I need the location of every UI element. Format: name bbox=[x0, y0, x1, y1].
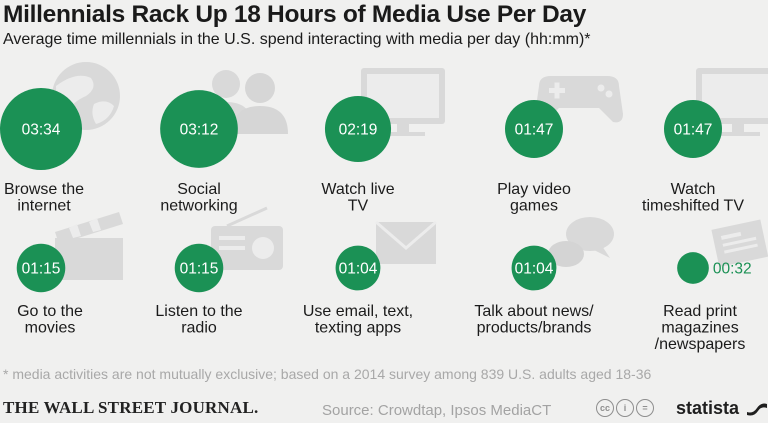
category-label-line: networking bbox=[160, 198, 237, 215]
value-label: 00:32 bbox=[713, 261, 752, 278]
envelope-icon bbox=[374, 220, 438, 266]
category-label-line: TV bbox=[348, 198, 369, 215]
category-label-line: timeshifted TV bbox=[642, 198, 744, 215]
category-label-line: Use email, text, bbox=[303, 303, 413, 320]
value-label: 03:12 bbox=[180, 122, 219, 139]
category-label-line: texting apps bbox=[315, 320, 401, 337]
value-label: 01:15 bbox=[22, 261, 61, 278]
category-label-line: Watch bbox=[671, 181, 716, 198]
value-label: 01:47 bbox=[515, 122, 554, 139]
category-label: Go to the movies bbox=[17, 303, 83, 337]
category-label-line: Talk about news/ bbox=[474, 303, 594, 320]
statista-mark-icon bbox=[747, 403, 767, 416]
bubble-5 bbox=[664, 100, 722, 158]
category-label: Read print magazines/newspapers bbox=[655, 303, 746, 353]
value-label: 01:47 bbox=[674, 122, 713, 139]
category-label-line: Listen to the bbox=[155, 303, 242, 320]
bubble-9 bbox=[511, 245, 557, 291]
chart-title: Millennials Rack Up 18 Hours of Media Us… bbox=[3, 1, 587, 28]
bubble-4 bbox=[505, 100, 563, 158]
category-label: Play video games bbox=[497, 181, 571, 215]
chart-subtitle: Average time millennials in the U.S. spe… bbox=[3, 31, 591, 48]
category-label-line: internet bbox=[17, 198, 71, 215]
bubble-6 bbox=[16, 243, 66, 293]
category-label: Browse the internet bbox=[4, 181, 84, 215]
license-badges[interactable]: cc i = bbox=[596, 399, 654, 417]
category-label-line: games bbox=[510, 198, 558, 215]
category-label-line: Watch live bbox=[321, 181, 394, 198]
category-label-line: radio bbox=[181, 320, 217, 337]
attribution-icon[interactable]: i bbox=[616, 399, 634, 417]
category-label-line: movies bbox=[25, 320, 76, 337]
value-label: 03:34 bbox=[22, 122, 61, 139]
value-label: 01:04 bbox=[339, 261, 378, 278]
value-label: 01:15 bbox=[180, 261, 219, 278]
category-label: Watch timeshifted TV bbox=[642, 181, 744, 215]
value-label: 02:19 bbox=[339, 122, 378, 139]
cc-icon[interactable]: cc bbox=[596, 399, 614, 417]
category-label-line: Read print bbox=[663, 303, 737, 320]
footnote: * media activities are not mutually excl… bbox=[3, 366, 652, 382]
category-label-line: Go to the bbox=[17, 303, 83, 320]
value-label: 01:04 bbox=[515, 261, 554, 278]
category-label-line: Browse the bbox=[4, 181, 84, 198]
bubble-10 bbox=[677, 252, 709, 284]
bubble-1 bbox=[0, 88, 82, 170]
source-text: Source: Crowdtap, Ipsos MediaCT bbox=[322, 402, 552, 419]
category-label: Use email, text, texting apps bbox=[303, 303, 413, 337]
bubble-3 bbox=[324, 95, 392, 163]
category-label-line: products/brands bbox=[477, 320, 592, 337]
category-label: Watch live TV bbox=[321, 181, 394, 215]
bubble-8 bbox=[335, 245, 381, 291]
category-label-line: Play video bbox=[497, 181, 571, 198]
speech-bubbles-icon bbox=[548, 217, 614, 267]
category-label: Talk about news/products/brands bbox=[474, 303, 594, 337]
bubble-2 bbox=[160, 90, 238, 168]
statista-logo[interactable]: statista bbox=[676, 398, 740, 418]
category-label-line: /newspapers bbox=[655, 336, 746, 353]
category-label-line: Social bbox=[177, 181, 221, 198]
no-derivatives-icon[interactable]: = bbox=[636, 399, 654, 417]
category-label-line: magazines bbox=[661, 320, 738, 337]
publisher-logo: THE WALL STREET JOURNAL. bbox=[3, 398, 259, 417]
category-label: Listen to the radio bbox=[155, 303, 242, 337]
bubble-7 bbox=[174, 243, 224, 293]
category-label: Social networking bbox=[160, 181, 237, 215]
footer: THE WALL STREET JOURNAL. Source: Crowdta… bbox=[0, 392, 768, 423]
